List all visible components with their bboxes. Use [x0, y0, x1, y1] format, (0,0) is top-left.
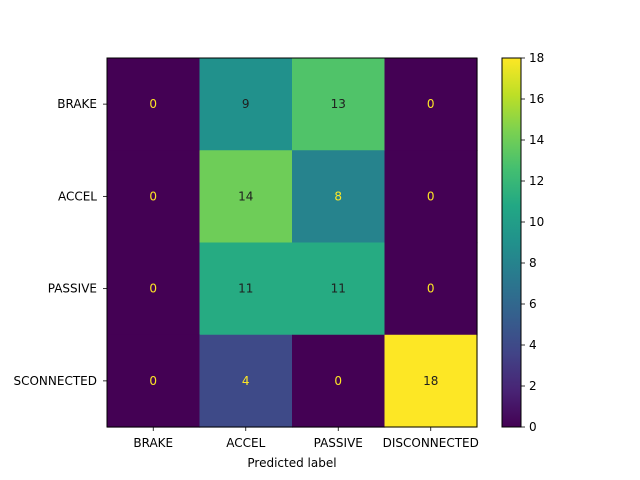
colorbar-tick-label: 14 — [529, 133, 544, 147]
colorbar-tick-label: 2 — [529, 379, 537, 393]
y-tick-label: SCONNECTED — [13, 374, 97, 388]
plot-frame — [106, 57, 478, 428]
x-tick-label: PASSIVE — [314, 436, 363, 450]
heatmap-cell — [384, 58, 478, 151]
heatmap-cell-label: 0 — [149, 189, 157, 203]
colorbar-ticks: 0 2 4 6 8 10 12 14 16 18 — [521, 51, 544, 434]
heatmap-cell-label: 13 — [331, 97, 346, 111]
x-tick-label: ACCEL — [226, 436, 265, 450]
colorbar-tick-label: 4 — [529, 338, 537, 352]
heatmap-cell-label: 8 — [334, 189, 342, 203]
colorbar-tick-label: 6 — [529, 297, 537, 311]
heatmap-cell — [107, 242, 201, 336]
colorbar-tick-label: 8 — [529, 256, 537, 270]
y-tick-label: PASSIVE — [48, 282, 97, 296]
colorbar-tick-label: 12 — [529, 174, 544, 188]
heatmap-cell — [199, 58, 293, 151]
heatmap-cell-label: 0 — [427, 97, 435, 111]
heatmap-cell — [107, 150, 201, 244]
colorbar-tick-label: 16 — [529, 92, 544, 106]
heatmap-cells — [107, 58, 478, 428]
heatmap-cell-label: 18 — [423, 374, 438, 388]
colorbar — [501, 57, 522, 428]
heatmap-cell-label: 11 — [331, 282, 346, 296]
heatmap-cell — [292, 334, 386, 428]
y-axis-ticks: BRAKE ACCEL PASSIVE SCONNECTED — [13, 97, 107, 388]
colorbar-tick-label: 18 — [529, 51, 544, 65]
y-tick-label: BRAKE — [57, 97, 97, 111]
heatmap-cell — [292, 150, 386, 244]
heatmap-cell — [292, 58, 386, 151]
heatmap-cell — [107, 58, 201, 151]
x-axis-label: Predicted label — [247, 456, 336, 470]
heatmap-cell-label: 14 — [238, 189, 253, 203]
heatmap-cell-label: 0 — [149, 374, 157, 388]
y-tick-label: ACCEL — [58, 189, 97, 203]
heatmap-cell-label: 0 — [334, 374, 342, 388]
heatmap-cell — [384, 242, 478, 336]
heatmap-cell-label: 9 — [242, 97, 250, 111]
heatmap-cell — [292, 242, 386, 336]
heatmap-cell — [199, 334, 293, 428]
heatmap-cell-label: 4 — [242, 374, 250, 388]
x-tick-label: BRAKE — [133, 436, 173, 450]
colorbar-tick-label: 10 — [529, 215, 544, 229]
colorbar-tick-label: 0 — [529, 420, 537, 434]
x-tick-label: DISCONNECTED — [383, 436, 479, 450]
x-axis-ticks: BRAKE ACCEL PASSIVE DISCONNECTED — [133, 427, 479, 450]
heatmap-cell — [384, 150, 478, 244]
heatmap-cell — [199, 242, 293, 336]
heatmap-cell-label: 0 — [149, 97, 157, 111]
heatmap-cell-label: 11 — [238, 282, 253, 296]
heatmap-cell-label: 0 — [427, 189, 435, 203]
heatmap-cell-label: 0 — [427, 282, 435, 296]
heatmap-cell — [199, 150, 293, 244]
heatmap-cell — [107, 334, 201, 428]
heatmap-cell-labels: 0 9 13 0 0 14 8 0 0 11 11 0 0 4 0 18 — [149, 97, 438, 388]
heatmap-cell-label: 0 — [149, 282, 157, 296]
heatmap-cell — [384, 334, 478, 428]
